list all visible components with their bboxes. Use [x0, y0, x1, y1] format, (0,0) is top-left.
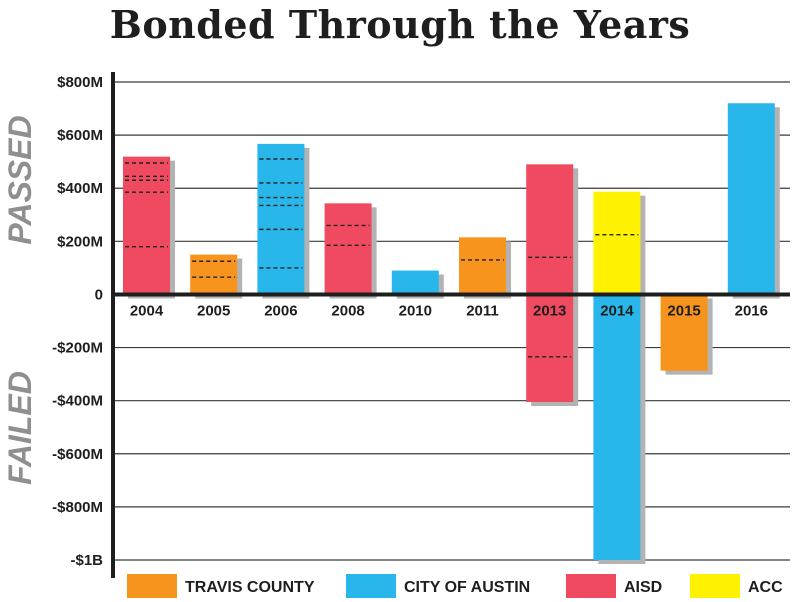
category-label: 2016: [735, 302, 768, 319]
legend-item: CITY OF AUSTIN: [346, 574, 530, 598]
category-label: 2008: [331, 302, 364, 319]
axes: [111, 72, 790, 578]
bar-2006-passed: [257, 143, 310, 299]
bar: [526, 164, 574, 295]
category-label: 2011: [466, 302, 499, 319]
bar: [391, 270, 439, 295]
y-tick-label: -$200M: [52, 340, 103, 357]
legend-label: ACC: [748, 579, 783, 596]
bar-2005-passed: [190, 254, 243, 299]
category-label: 2015: [667, 302, 700, 319]
bar-2011-passed: [459, 237, 511, 299]
bar: [593, 191, 641, 295]
category-label: 2013: [533, 302, 566, 319]
y-tick-label: $200M: [57, 233, 103, 250]
category-labels: 2004 2005 2006 2008 2010 2011 2013 2014 2015 2016: [130, 302, 768, 319]
y-tick-label: $800M: [57, 74, 103, 91]
failed-label: FAILED: [2, 371, 38, 485]
bar: [123, 156, 170, 295]
bar-2008-passed: [324, 203, 377, 299]
bar-2016-passed: [727, 103, 780, 299]
legend-item: TRAVIS COUNTY: [127, 574, 315, 598]
bar: [324, 203, 372, 295]
category-label: 2005: [197, 302, 230, 319]
bar-2015-failed: [660, 294, 713, 375]
category-label: 2014: [600, 302, 634, 319]
bar: [660, 294, 708, 371]
chart-title: Bonded Through the Years: [109, 2, 691, 47]
legend-swatch: [566, 574, 616, 598]
grid-lines: [113, 81, 790, 561]
bar-2014-failed: [593, 294, 646, 564]
bar-2014-passed: [593, 191, 646, 299]
legend-item: AISD: [566, 574, 662, 598]
y-tick-label: -$1B: [70, 552, 103, 569]
bar: [459, 237, 506, 295]
y-tick-label: -$600M: [52, 446, 103, 463]
bar: [593, 294, 641, 560]
legend-swatch: [346, 574, 396, 598]
bar: [526, 294, 574, 402]
category-label: 2004: [130, 302, 164, 319]
legend-swatch: [127, 574, 177, 598]
y-tick-label: -$400M: [52, 393, 103, 410]
legend-label: CITY OF AUSTIN: [404, 579, 530, 596]
bar: [727, 103, 775, 295]
category-label: 2006: [264, 302, 297, 319]
bars: [123, 103, 780, 564]
legend-item: ACC: [690, 574, 783, 598]
y-tick-label: 0: [95, 286, 103, 303]
y-tick-label: $600M: [57, 127, 103, 144]
passed-label: PASSED: [2, 115, 38, 244]
y-tick-label: $400M: [57, 180, 103, 197]
bar-2004-passed: [123, 156, 175, 299]
bar-2013-failed: [526, 294, 579, 406]
y-tick-labels: $800M $600M $400M $200M 0 -$200M -$400M -$600M -…: [52, 74, 103, 569]
legend: TRAVIS COUNTY CITY OF AUSTIN AISD ACC: [127, 574, 783, 598]
legend-label: AISD: [624, 579, 662, 596]
category-label: 2010: [399, 302, 432, 319]
legend-label: TRAVIS COUNTY: [185, 579, 315, 596]
legend-swatch: [690, 574, 740, 598]
bar-2013-passed: [526, 164, 579, 299]
bar: [257, 143, 305, 295]
y-tick-label: -$800M: [52, 499, 103, 516]
